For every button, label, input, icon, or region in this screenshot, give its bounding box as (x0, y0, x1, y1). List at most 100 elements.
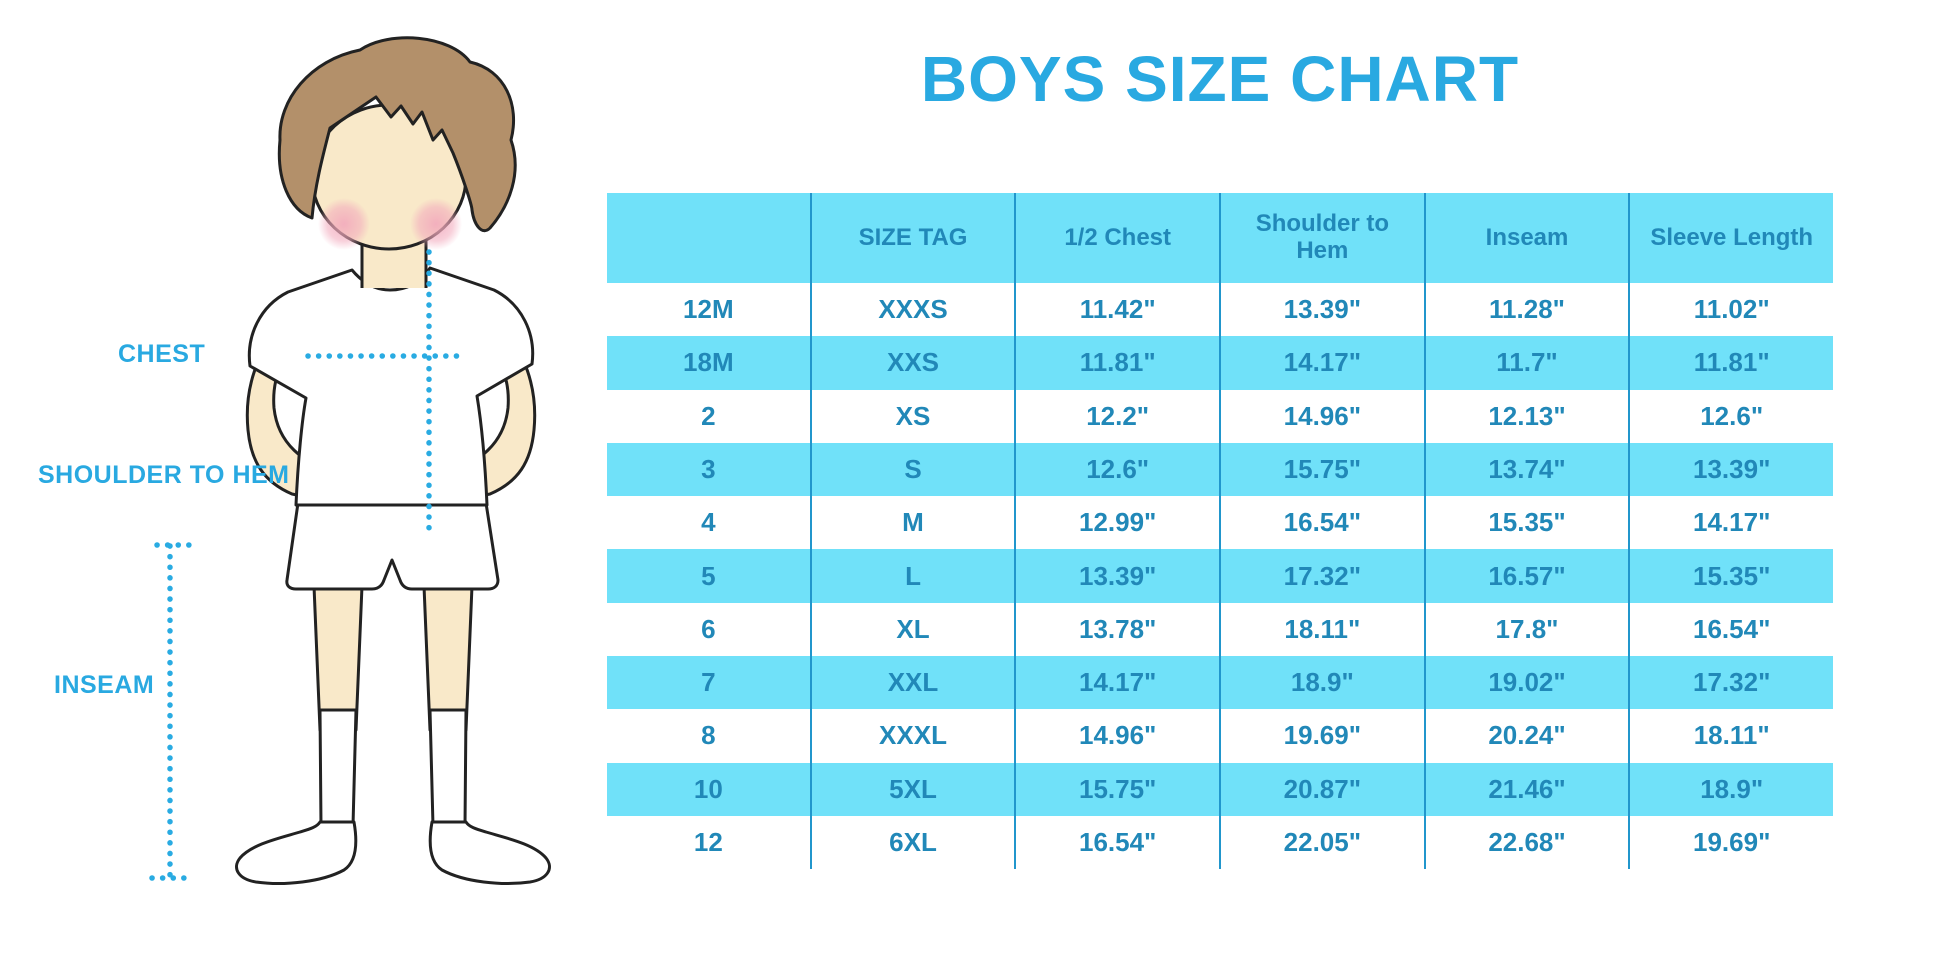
table-row: 8 XXXL 14.96" 19.69" 20.24" 18.11" (607, 709, 1833, 763)
table-cell: L (811, 549, 1017, 603)
table-cell: 11.42" (1016, 283, 1222, 337)
table-cell: 6 (607, 602, 812, 657)
table-cell: 11.7" (1425, 336, 1631, 390)
table-cell: 18.11" (1693, 720, 1770, 751)
boy-right-sock (428, 708, 468, 828)
table-cell: 20.87" (1221, 762, 1426, 816)
table-cell: XXXL (812, 709, 1017, 763)
boy-right-arm (450, 328, 537, 504)
table-row: 12M XXXS 11.42" 13.39" 11.28" 11.02" (607, 283, 1833, 337)
column-header: 1/2 Chest (1016, 193, 1222, 283)
boy-neck (360, 220, 428, 288)
table-row: 4 M 12.99" 16.54" 15.35" 14.17" (607, 496, 1833, 550)
table-cell: 12.6" (1700, 400, 1764, 431)
table-row: 5 L 13.39" 17.32" 16.57" 15.35" (607, 549, 1834, 603)
table-header-row: SIZE TAG 1/2 Chest Shoulder to Hem Inseam Sl… (607, 193, 1834, 283)
column-header: SIZE TAG (811, 193, 1017, 283)
page-title: BOYS SIZE CHART (920, 43, 1520, 115)
table-cell: 14.96" (1221, 389, 1426, 443)
chest-label: CHEST (118, 340, 206, 368)
table-cell: 2 (607, 389, 812, 443)
table-cell: 13.78" (1016, 602, 1222, 657)
table-cell: 15.75" (1221, 442, 1426, 497)
table-cell: 5 (607, 549, 812, 603)
table-cell: XS (812, 389, 1017, 443)
table-cell: 13.74" (1425, 442, 1631, 497)
table-cell: 12M (607, 283, 812, 337)
table-cell: 13.39" (1630, 442, 1834, 497)
table-cell: 22.68" (1426, 815, 1631, 870)
table-cell: 12.2" (1016, 389, 1222, 443)
table-row: 10 5XL 15.75" 20.87" 21.46" 18.9" (607, 762, 1834, 816)
table-cell: 14.96" (1016, 709, 1222, 763)
table-cell: 11.81" (1016, 336, 1222, 390)
table-cell: XL (812, 602, 1017, 657)
table-row: 3 S 12.6" 15.75" 13.74" 13.39" (607, 442, 1834, 497)
table-row: 12 6XL 16.54" 22.05" 22.68" 19.69" (607, 815, 1833, 870)
table-cell: 19.69" (1693, 827, 1771, 858)
table-cell: 14.17" (1693, 507, 1771, 538)
boy-right-blush (410, 198, 462, 250)
table-cell: 11.28" (1426, 283, 1631, 337)
table-row: 18M XXS 11.81" 14.17" 11.7" 11.81" (607, 336, 1834, 390)
table-cell: 12.99" (1016, 496, 1222, 550)
table-cell: XXL (811, 656, 1017, 710)
table-cell: 7 (607, 656, 812, 710)
inseam-label: INSEAM (54, 671, 155, 699)
table-cell: 10 (607, 762, 812, 816)
table-cell: 22.05" (1221, 815, 1426, 870)
table-cell: 12.13" (1426, 389, 1631, 443)
column-header: Inseam (1425, 193, 1631, 283)
table-cell: 12 (607, 815, 812, 870)
table-cell: 16.54" (1016, 815, 1222, 870)
boy-shorts (285, 501, 500, 591)
boy-left-leg (312, 584, 364, 732)
size-table: SIZE TAG 1/2 Chest Shoulder to Hem Inseam Sl… (607, 193, 1834, 870)
table-cell: 17.8" (1426, 602, 1631, 657)
table-cell: 17.32" (1630, 656, 1834, 710)
boy-left-shoe (235, 820, 358, 885)
column-header (607, 193, 812, 283)
table-cell: 14.17" (1016, 656, 1222, 710)
table-cell: 18.9" (1630, 762, 1834, 816)
table-cell: XXXS (812, 283, 1017, 337)
table-cell: 3 (607, 442, 812, 497)
table-cell: 16.54" (1221, 496, 1426, 550)
table-row: 7 XXL 14.17" 18.9" 19.02" 17.32" (607, 656, 1834, 710)
table-cell: 18.11" (1221, 602, 1426, 657)
table-cell: 18.9" (1221, 656, 1426, 710)
table-cell: 11.81" (1630, 336, 1834, 390)
table-row: 2 XS 12.2" 14.96" 12.13" 12.6" (607, 389, 1833, 443)
table-cell: 21.46" (1425, 762, 1631, 816)
table-body: 12M XXXS 11.42" 13.39" 11.28" 11.02" 18M XXS 11.… (607, 283, 1834, 870)
table-cell: 16.57" (1425, 549, 1631, 603)
table-cell: 14.17" (1221, 336, 1426, 390)
boy-left-blush (318, 198, 370, 250)
boy-face (310, 103, 468, 251)
boy-right-shoe (428, 820, 551, 885)
boy-hair (277, 36, 517, 233)
table-cell: 6XL (812, 815, 1017, 870)
boy-left-sock (318, 708, 358, 828)
column-header: Sleeve Length (1630, 193, 1834, 283)
boy-shirt (247, 266, 535, 507)
table-cell: 12.6" (1016, 442, 1222, 497)
column-header: Shoulder to Hem (1221, 193, 1426, 283)
table-cell: 17.32" (1221, 549, 1426, 603)
table-cell: XXS (811, 336, 1017, 390)
table-cell: 4 (607, 496, 812, 550)
table-row: 6 XL 13.78" 18.11" 17.8" 16.54" (607, 602, 1833, 657)
table-cell: 8 (607, 709, 812, 763)
table-cell: 11.02" (1693, 294, 1770, 325)
table-cell: 20.24" (1426, 709, 1631, 763)
table-cell: 16.54" (1693, 613, 1771, 644)
shoulder-to-hem-label: SHOULDER TO HEM (38, 461, 290, 489)
table-cell: 5XL (811, 762, 1017, 816)
table-cell: 15.35" (1630, 549, 1834, 603)
table-cell: 13.39" (1221, 283, 1426, 337)
table-cell: 15.35" (1426, 496, 1631, 550)
table-cell: 13.39" (1016, 549, 1222, 603)
boy-right-leg (422, 584, 474, 732)
table-cell: 15.75" (1016, 762, 1222, 816)
table-cell: 18M (607, 336, 812, 390)
